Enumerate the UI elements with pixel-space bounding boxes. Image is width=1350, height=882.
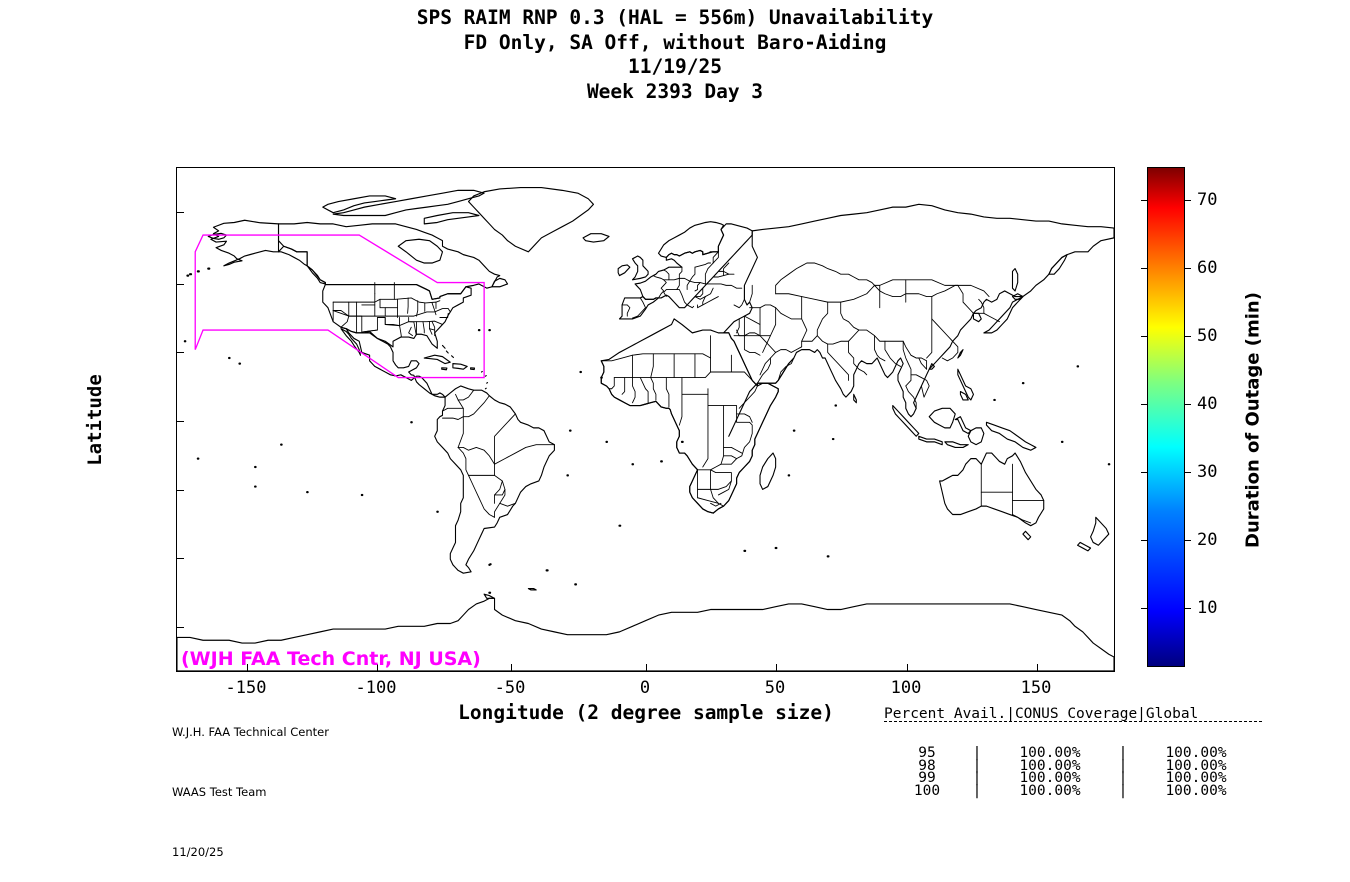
cell-global: 100.00% [1165,757,1227,774]
colorbar-tick-50-right [1185,336,1191,337]
colorbar-tick-50-left [1141,336,1147,337]
cell-percent-avail: 98 [918,757,936,774]
colorbar-tick-20-right [1185,540,1191,541]
stats-table-header: Percent Avail.|CONUS Coverage|Global [884,706,1262,723]
colorbar-axis-label: Duration of Outage (min) [1242,292,1264,548]
colorbar-label-40: 40 [1197,394,1218,414]
table-row: 98 | 100.00% | 100.00% [884,757,1262,774]
chart-title-block: SPS RAIM RNP 0.3 (HAL = 556m) Unavailabi… [0,6,1350,104]
colorbar-tick-10-left [1141,608,1147,609]
cell-conus-coverage: 100.00% [1019,782,1081,799]
x-tick-label-100: 100 [890,678,922,698]
table-row: 100 | 100.00% | 100.00% [884,782,1262,799]
cell-global: 100.00% [1165,782,1227,799]
stats-header-sep-1: | [1006,706,1015,723]
cell-global: 100.00% [1165,770,1227,787]
colorbar-tick-30-right [1185,472,1191,473]
availability-stats-table: Percent Avail.|CONUS Coverage|Global 95 … [884,683,1262,810]
colorbar-tick-40-right [1185,404,1191,405]
colorbar-tick-20-left [1141,540,1147,541]
title-line-1: SPS RAIM RNP 0.3 (HAL = 556m) Unavailabi… [416,6,934,29]
cell-percent-avail: 95 [918,744,936,761]
y-tick-40 [177,284,184,285]
x-tick-m150 [247,664,248,671]
cell-sep: | [1118,782,1128,799]
y-tick-20 [177,352,184,353]
x-tick-label-m150: -150 [225,678,267,698]
x-tick-label-m50: -50 [494,678,526,698]
cell-sep: | [972,744,982,761]
cell-conus-coverage: 100.00% [1019,744,1081,761]
x-tick-label-150: 150 [1020,678,1052,698]
colorbar-label-30: 30 [1197,462,1218,482]
x-tick-m50 [511,664,512,671]
cell-conus-coverage: 100.00% [1019,757,1081,774]
cell-sep: | [972,770,982,787]
x-axis-label: Longitude (2 degree sample size) [458,701,834,724]
colorbar-tick-70-right [1185,200,1191,201]
cell-sep: | [972,757,982,774]
colorbar-gradient [1147,167,1185,667]
world-map-coastlines [177,186,1114,671]
colorbar-label-50: 50 [1197,326,1218,346]
colorbar-label-10: 10 [1197,598,1218,618]
x-tick-0 [646,664,647,671]
y-tick-m20 [177,490,184,491]
x-tick-m100 [377,664,378,671]
stats-header-sep-2: | [1137,706,1146,723]
stats-header-percent-avail: Percent Avail. [884,706,1007,723]
cell-percent-avail: 99 [918,770,936,787]
credit-line-team: WAAS Test Team [172,785,267,799]
cell-sep: | [972,782,982,799]
cell-sep: | [1118,744,1128,761]
cell-percent-avail: 100 [913,782,941,799]
table-row: 99 | 100.00% | 100.00% [884,770,1262,787]
colorbar-tick-70-left [1141,200,1147,201]
table-row: 95 | 100.00% | 100.00% [884,744,1262,761]
cell-sep: | [1118,770,1128,787]
y-tick-0 [177,421,184,422]
colorbar-tick-30-left [1141,472,1147,473]
x-tick-100 [907,664,908,671]
cell-conus-coverage: 100.00% [1019,770,1081,787]
y-tick-m40 [177,558,184,559]
watermark-text: (WJH FAA Tech Cntr, NJ USA) [181,648,481,670]
x-tick-150 [1037,664,1038,671]
colorbar-label-20: 20 [1197,530,1218,550]
map-plot-area[interactable] [176,167,1115,672]
colorbar-tick-60-right [1185,268,1191,269]
title-line-4-week-day: Week 2393 Day 3 [586,79,764,103]
x-tick-50 [776,664,777,671]
stats-rows: 95 | 100.00% | 100.00% 98 | 100.00% | 10… [884,744,1262,799]
credits-block: W.J.H. FAA Technical Center WAAS Test Te… [172,682,329,882]
colorbar-tick-10-right [1185,608,1191,609]
cell-global: 100.00% [1165,744,1227,761]
title-line-2: FD Only, SA Off, without Baro-Aiding [463,30,887,54]
cell-sep: | [1118,757,1128,774]
title-line-3-date: 11/19/25 [628,55,722,78]
colorbar[interactable]: 70 60 50 40 30 20 10 [1141,167,1217,667]
colorbar-tick-40-left [1141,404,1147,405]
colorbar-tick-60-left [1141,268,1147,269]
credit-line-date: 11/20/25 [172,845,224,859]
colorbar-label-70: 70 [1197,190,1218,210]
x-tick-label-0: 0 [639,678,651,698]
stats-header-conus-coverage: CONUS Coverage [1014,706,1138,723]
colorbar-label-60: 60 [1197,258,1218,278]
credit-line-org: W.J.H. FAA Technical Center [172,725,329,739]
x-tick-label-50: 50 [764,678,786,698]
x-tick-label-m100: -100 [355,678,397,698]
y-tick-60 [177,212,184,213]
y-tick-m60 [177,627,184,628]
y-axis-label: Latitude [84,374,106,466]
stats-header-global: Global [1145,706,1199,723]
